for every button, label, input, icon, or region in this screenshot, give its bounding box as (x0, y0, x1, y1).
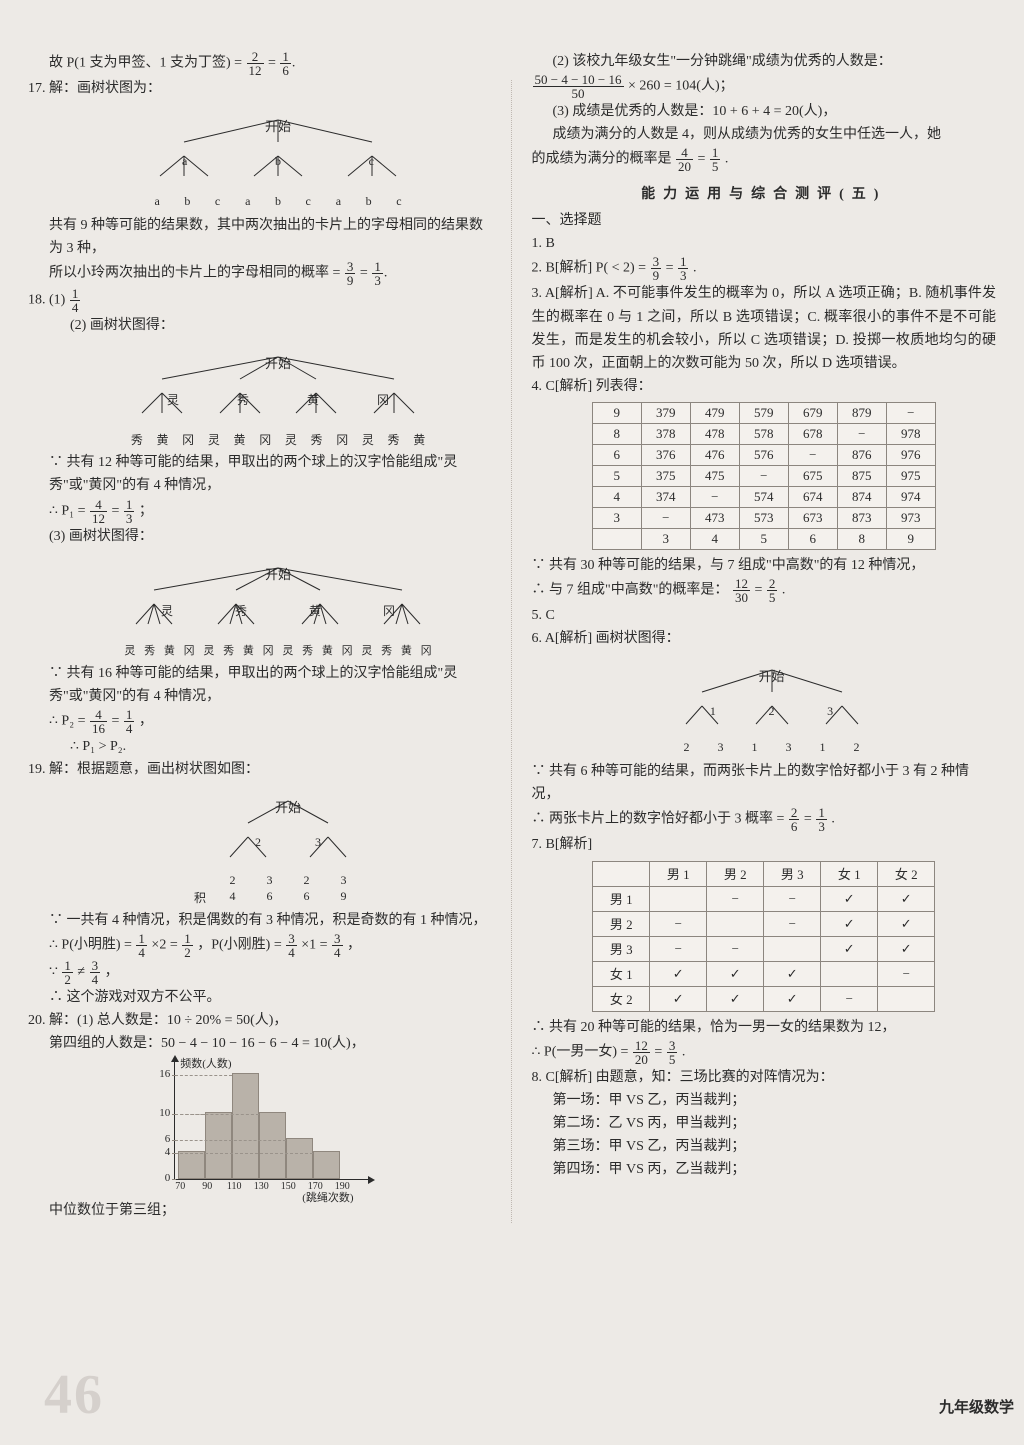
q17-head: 17. 解：画树状图为： (28, 77, 493, 100)
left-column: 故 P(1 支为甲签、1 支为丁签) = 212 = 16. 17. 解：画树状… (28, 50, 493, 1223)
q18-3-exp1: ∵ 共有 16 种等可能的结果，甲取出的两个球上的汉字恰能组成"灵秀"或"黄冈"… (28, 662, 493, 708)
after6-b: ∴ 两张卡片上的数字恰好都小于 3 概率 = 26 = 13 . (532, 806, 997, 833)
q19-exp1: ∵ 一共有 4 种情况，积是偶数的有 3 种情况，积是奇数的有 1 种情况， (28, 909, 493, 932)
tree-19: 开始 23 2323 积 4669 (198, 797, 378, 907)
ans6-head: 6. A[解析] 画树状图得： (532, 627, 997, 650)
ans8-1: 第一场：甲 VS 乙，丙当裁判； (532, 1089, 997, 1112)
after4-a: ∵ 共有 30 种等可能的结果，与 7 组成"中高数"的有 12 种情况， (532, 554, 997, 577)
ans8-head: 8. C[解析] 由题意，知：三场比赛的对阵情况为： (532, 1066, 997, 1089)
q19-concl: ∴ 这个游戏对双方不公平。 (28, 986, 493, 1009)
q19-head: 19. 解：根据题意，画出树状图如图： (28, 758, 493, 781)
q18-2-head: (2) 画树状图得： (28, 314, 493, 337)
start-label: 开始 (265, 116, 291, 135)
q18-3-cmp: ∴ P₁ > P₂. (28, 735, 493, 758)
frac: 212 (247, 50, 264, 77)
q18-3-eq: ∴ P₂ = 416 = 14 ， (28, 708, 493, 735)
after6-a: ∵ 共有 6 种等可能的结果，而两张卡片上的数字恰好都小于 3 有 2 种情况， (532, 760, 997, 806)
q20-1: 20. 解：(1) 总人数是：10 ÷ 20% = 50(人)， (28, 1009, 493, 1032)
ans8-4: 第四场：甲 VS 丙，乙当裁判； (532, 1158, 997, 1181)
q19-eq2: ∵ 12 ≠ 34 ， (28, 959, 493, 986)
ans3: 3. A[解析] A. 不可能事件发生的概率为 0，所以 A 选项正确；B. 随… (532, 282, 997, 374)
q17-exp2: 所以小玲两次抽出的卡片上的字母相同的概率 = 39 = 13. (28, 260, 493, 287)
ans8-2: 第二场：乙 VS 丙，甲当裁判； (532, 1112, 997, 1135)
table-4: 9379479579679879−8378478578678−978637647… (592, 402, 936, 550)
ans7-head: 7. B[解析] (532, 833, 997, 856)
q20-2: 第四组的人数是：50 − 4 − 10 − 16 − 6 − 4 = 10(人)… (28, 1032, 493, 1055)
frac: 16 (280, 50, 291, 77)
ans8-3: 第三场：甲 VS 乙，丙当裁判； (532, 1135, 997, 1158)
r-p4: 的成绩为满分的概率是 420 = 15 . (532, 146, 997, 173)
page-number: 46 (44, 1363, 104, 1427)
r-p1: (2) 该校九年级女生"一分钟跳绳"成绩为优秀的人数是： (532, 50, 997, 73)
tree-18-3: 开始 灵秀黄冈 灵秀黄冈 灵秀黄冈 灵秀黄冈 灵秀黄冈 (108, 564, 448, 660)
ans5: 5. C (532, 604, 997, 627)
after4-b: ∴ 与 7 组成"中高数"的概率是： 1230 = 25 . (532, 577, 997, 604)
after7-a: ∴ 共有 20 种等可能的结果，恰为一男一女的结果数为 12， (532, 1016, 997, 1039)
table-7: 男 1男 2男 3女 1女 2男 1−−✓✓男 2−−✓✓男 3−−✓✓女 1✓… (592, 861, 935, 1012)
q18-2-exp1: ∵ 共有 12 种等可能的结果，甲取出的两个球上的汉字恰能组成"灵秀"或"黄冈"… (28, 451, 493, 497)
sel-head: 一、选择题 (532, 209, 997, 232)
q18-2-eq: ∴ P₁ = 412 = 13 ； (28, 498, 493, 525)
tree-17: 开始 abc abc abc abc (138, 116, 418, 212)
q18-3-head: (3) 画树状图得： (28, 525, 493, 548)
tree-18-2: 开始 灵秀黄冈 秀黄冈 灵黄冈 灵秀冈 灵秀黄 (118, 353, 438, 449)
footer-subject: 九年级数学 (939, 1396, 1014, 1417)
ans1: 1. B (532, 232, 997, 255)
right-column: (2) 该校九年级女生"一分钟跳绳"成绩为优秀的人数是： 50 − 4 − 10… (532, 50, 997, 1223)
r-p3: 成绩为满分的人数是 4，则从成绩为优秀的女生中任选一人，她 (532, 123, 997, 146)
column-divider (511, 80, 514, 1223)
q20-median: 中位数位于第三组； (28, 1199, 493, 1222)
section-title: 能力运用与综合测评(五) (532, 183, 997, 203)
q16-line: 故 P(1 支为甲签、1 支为丁签) = 212 = 16. (28, 50, 493, 77)
q17-exp1: 共有 9 种等可能的结果数，其中两次抽出的卡片上的字母相同的结果数为 3 种， (28, 214, 493, 260)
r-p2: (3) 成绩是优秀的人数是：10 + 6 + 4 = 20(人)， (532, 100, 997, 123)
q18-1: 18. (1) 14 (28, 287, 493, 314)
after7-b: ∴ P(一男一女) = 1220 = 35 . (532, 1039, 997, 1066)
r-p1b: 50 − 4 − 10 − 1650 × 260 = 104(人)； (532, 73, 997, 100)
tree-6: 开始 123 23 13 12 (662, 666, 882, 758)
q16-text: 故 P(1 支为甲签、1 支为丁签) = (49, 56, 246, 71)
ans4-head: 4. C[解析] 列表得： (532, 375, 997, 398)
q19-eq1: ∴ P(小明胜) = 14 ×2 = 12 ，P(小刚胜) = 34 ×1 = … (28, 932, 493, 959)
bar-chart: 频数(人数) (跳绳次数) 16106407090110130150170190 (140, 1059, 380, 1199)
ans2: 2. B[解析] P( < 2) = 39 = 13 . (532, 255, 997, 282)
y-label: 频数(人数) (180, 1055, 231, 1071)
